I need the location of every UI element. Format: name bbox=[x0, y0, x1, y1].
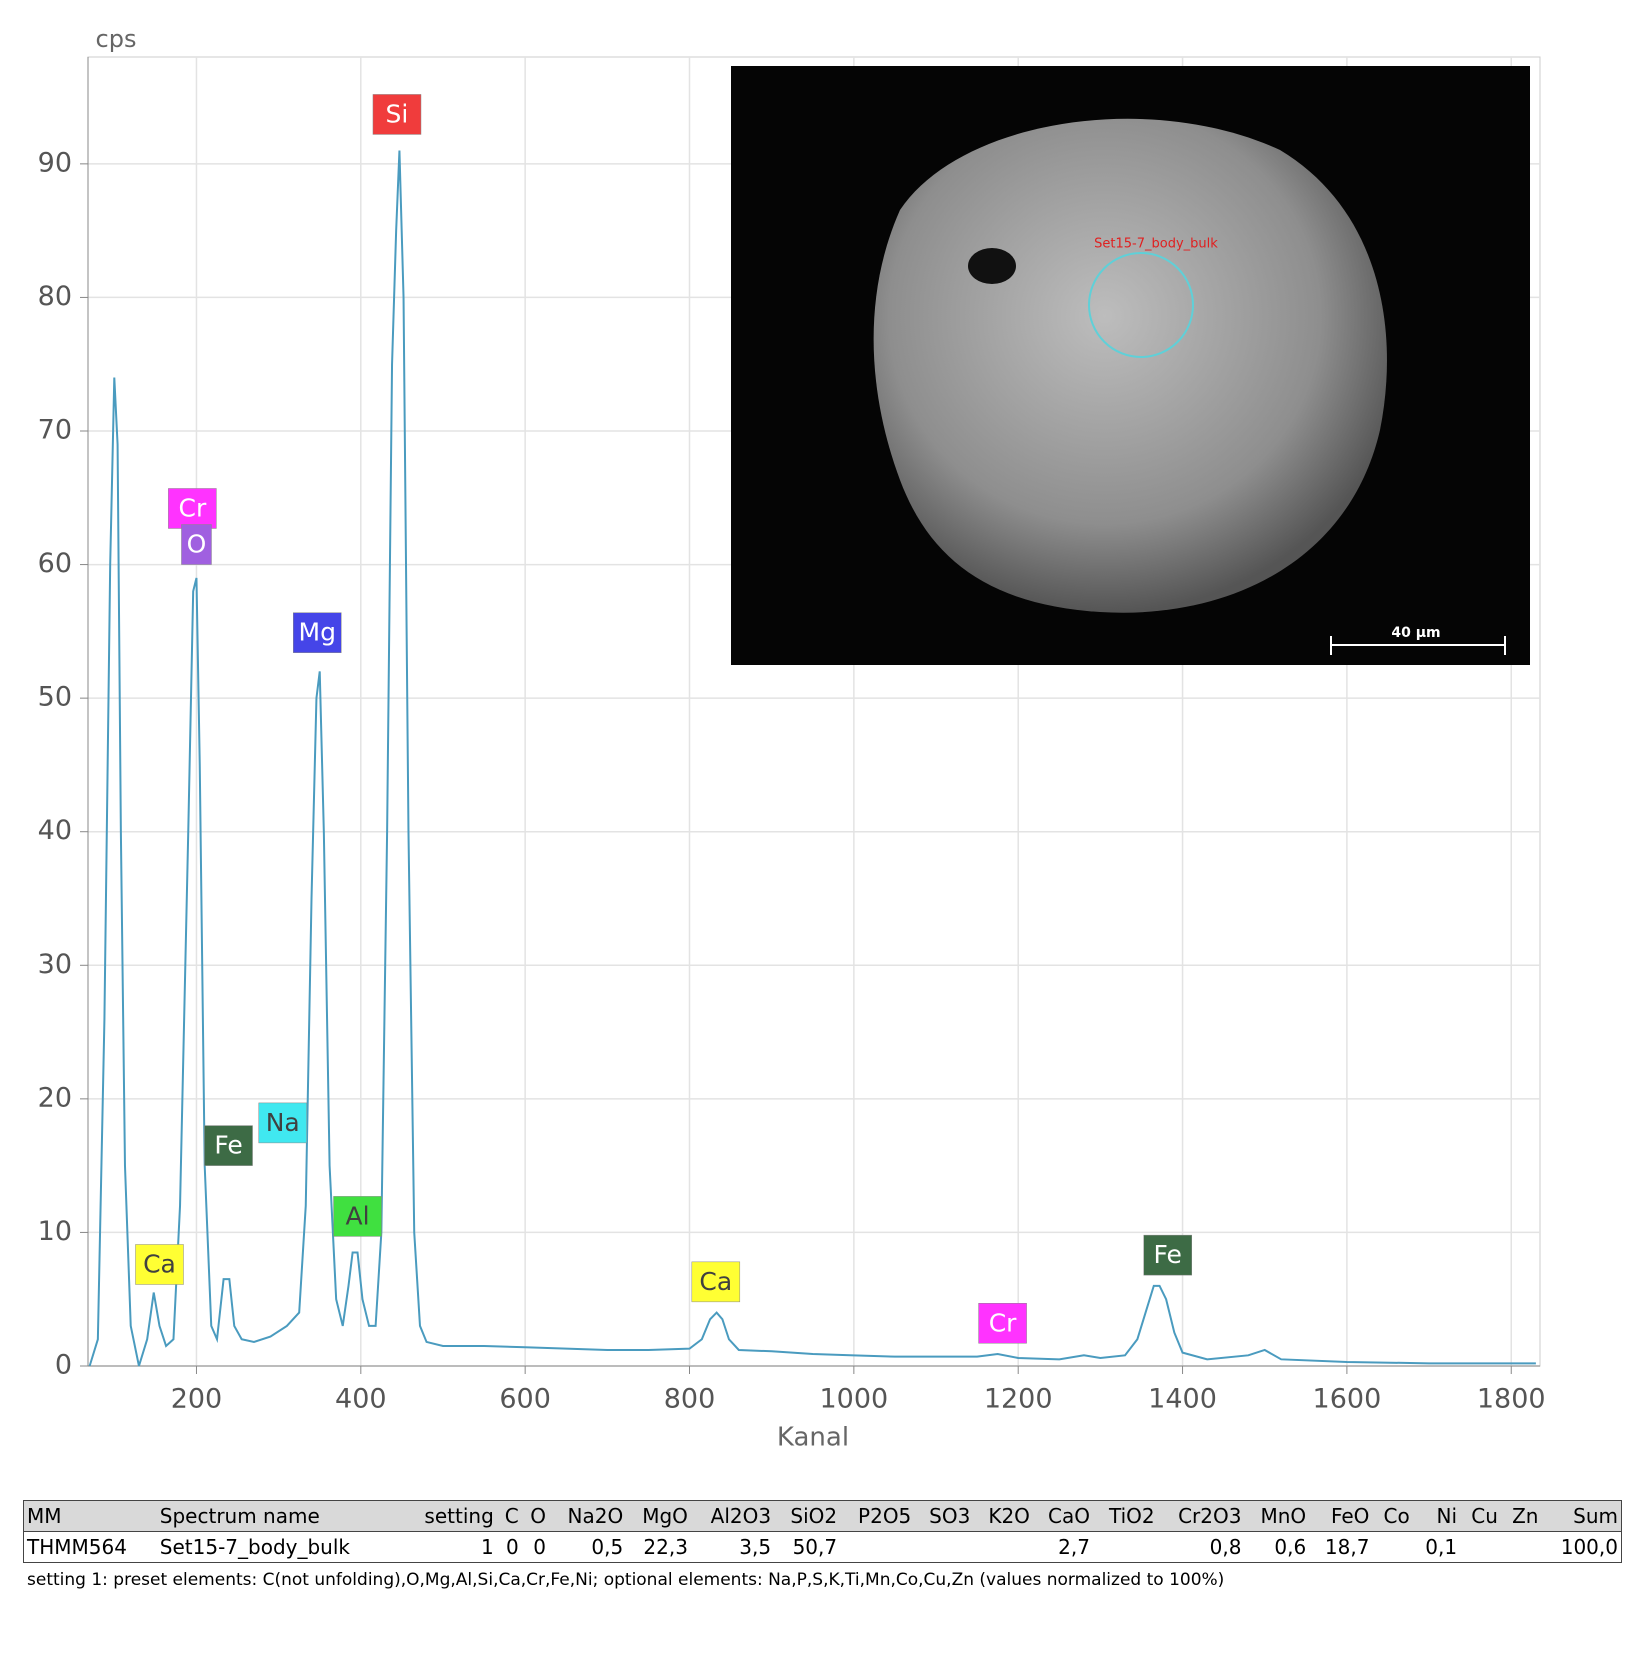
peak-label: O bbox=[187, 530, 207, 559]
table-header-cell: CaO bbox=[1032, 1500, 1093, 1532]
table-header-cell: Ni bbox=[1412, 1500, 1461, 1532]
x-tick-label: 1200 bbox=[984, 1384, 1053, 1415]
table-header-cell: Co bbox=[1372, 1500, 1413, 1532]
table-header-cell: Cr2O3 bbox=[1157, 1500, 1245, 1532]
pore bbox=[968, 248, 1016, 284]
peak-label-box bbox=[978, 1303, 1027, 1344]
peak-label: Mg bbox=[299, 618, 336, 647]
spot-label: Set15-7_body_bulk bbox=[1094, 237, 1218, 252]
y-tick-label: 30 bbox=[38, 949, 72, 980]
table-cell: Set15-7_body_bulk bbox=[156, 1531, 403, 1563]
peak-label: Ca bbox=[699, 1267, 732, 1296]
table-header-cell: O bbox=[521, 1500, 549, 1532]
table-header-cell: K2O bbox=[973, 1500, 1033, 1532]
peak-label-box bbox=[168, 488, 217, 529]
table-cell: 0 bbox=[521, 1531, 549, 1563]
table-cell: 100,0 bbox=[1541, 1531, 1622, 1563]
x-tick-label: 600 bbox=[499, 1384, 551, 1415]
peak-label: Na bbox=[266, 1108, 300, 1137]
table-header-cell: Al2O3 bbox=[690, 1500, 775, 1532]
table-header-cell: MgO bbox=[626, 1500, 691, 1532]
x-tick-label: 1000 bbox=[819, 1384, 888, 1415]
analysis-spot bbox=[1088, 252, 1194, 358]
peak-label-box bbox=[181, 524, 212, 565]
table-cell: 0 bbox=[496, 1531, 522, 1563]
table-cell bbox=[1092, 1531, 1158, 1563]
table-header-cell: C bbox=[496, 1500, 522, 1532]
table-cell bbox=[914, 1531, 974, 1563]
peak-label-box bbox=[258, 1102, 308, 1144]
table-header-cell: Spectrum name bbox=[156, 1500, 403, 1532]
x-tick-label: 200 bbox=[171, 1384, 223, 1415]
peak-label: Ca bbox=[143, 1249, 176, 1278]
table-cell: 50,7 bbox=[774, 1531, 841, 1563]
table-cell: 22,3 bbox=[626, 1531, 691, 1563]
peak-label: Cr bbox=[178, 493, 206, 522]
table-cell: 0,6 bbox=[1244, 1531, 1310, 1563]
y-tick-label: 40 bbox=[38, 815, 72, 846]
sem-image: Set15-7_body_bulk 40 µm bbox=[731, 66, 1530, 665]
table-header-cell: MM bbox=[23, 1500, 157, 1532]
grain bbox=[873, 118, 1387, 613]
peak-label-box bbox=[691, 1261, 741, 1303]
y-tick-label: 80 bbox=[38, 281, 72, 312]
table-row: THMM564 Set15-7_body_bulk 1 0 0 0,5 22,3 3,5 50,… bbox=[23, 1531, 1622, 1563]
y-tick-label: 70 bbox=[38, 415, 72, 446]
peak-label-box bbox=[372, 94, 422, 135]
table-cell: THMM564 bbox=[23, 1531, 157, 1563]
spectrum-line bbox=[88, 150, 1536, 1367]
table-header-cell: P2O5 bbox=[840, 1500, 915, 1532]
peak-label: Fe bbox=[1154, 1240, 1182, 1269]
table-cell: 1 bbox=[402, 1531, 497, 1563]
chart: cps Kanal 0 10 20 30 40 50 60 70 80 90 200 400 600 80… bbox=[38, 25, 1546, 1453]
y-tick-label: 90 bbox=[38, 147, 72, 178]
table-cell: 18,7 bbox=[1309, 1531, 1373, 1563]
y-tick-label: 10 bbox=[38, 1216, 72, 1247]
table-cell bbox=[973, 1531, 1033, 1563]
peak-label: Fe bbox=[214, 1131, 242, 1160]
table-cell bbox=[840, 1531, 915, 1563]
peak-label-box bbox=[293, 612, 342, 653]
y-tick-label: 0 bbox=[55, 1350, 72, 1381]
table-cell: 0,5 bbox=[548, 1531, 627, 1563]
peak-label-box bbox=[135, 1244, 184, 1285]
peak-label: Al bbox=[345, 1201, 369, 1230]
peak-label-box bbox=[1143, 1234, 1193, 1276]
table-cell: 2,7 bbox=[1032, 1531, 1093, 1563]
table-header-cell: SiO2 bbox=[774, 1500, 841, 1532]
x-tick-label: 1400 bbox=[1148, 1384, 1217, 1415]
y-tick-label: 60 bbox=[38, 548, 72, 579]
peak-label: Cr bbox=[989, 1308, 1017, 1337]
y-tick-label: 20 bbox=[38, 1082, 72, 1113]
table-header-cell: SO3 bbox=[914, 1500, 974, 1532]
table-cell bbox=[1500, 1531, 1542, 1563]
table-cell bbox=[1460, 1531, 1501, 1563]
x-tick-label: 800 bbox=[664, 1384, 716, 1415]
table-header-cell: Zn bbox=[1500, 1500, 1542, 1532]
table-cell: 0,1 bbox=[1412, 1531, 1461, 1563]
x-tick-label: 400 bbox=[335, 1384, 387, 1415]
table-cell bbox=[1372, 1531, 1413, 1563]
x-tick-label: 1600 bbox=[1313, 1384, 1382, 1415]
scale-bar-label: 40 µm bbox=[1391, 625, 1440, 641]
x-tick-label: 1800 bbox=[1477, 1384, 1546, 1415]
table-header-cell: Na2O bbox=[548, 1500, 627, 1532]
table-header-cell: MnO bbox=[1244, 1500, 1310, 1532]
peak-label: Si bbox=[386, 99, 409, 128]
table-header-cell: Cu bbox=[1460, 1500, 1501, 1532]
table-cell: 3,5 bbox=[690, 1531, 775, 1563]
y-tick-label: 50 bbox=[38, 682, 72, 713]
table-cell: 0,8 bbox=[1157, 1531, 1245, 1563]
table-header-cell: TiO2 bbox=[1092, 1500, 1158, 1532]
peak-label-box bbox=[333, 1196, 382, 1237]
table-header-cell: FeO bbox=[1309, 1500, 1373, 1532]
results-table: MM Spectrum name setting C O Na2O MgO Al2O3 SiO2… bbox=[23, 1500, 1622, 1563]
peak-label-box bbox=[204, 1125, 253, 1166]
x-axis-label: Kanal bbox=[777, 1423, 849, 1453]
y-axis-label: cps bbox=[96, 25, 137, 53]
table-header-cell: Sum bbox=[1541, 1500, 1622, 1532]
footnote: setting 1: preset elements: C(not unfold… bbox=[27, 1570, 1225, 1590]
table-header-cell: setting bbox=[402, 1500, 497, 1532]
